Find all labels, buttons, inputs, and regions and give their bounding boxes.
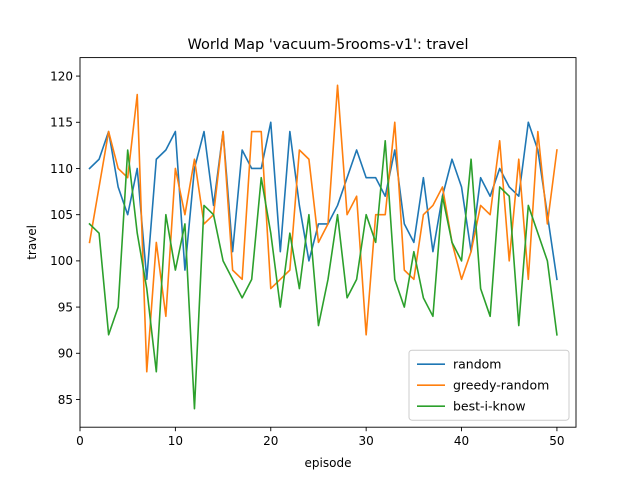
x-tick-label: 20: [263, 434, 278, 448]
x-tick-label: 50: [549, 434, 564, 448]
y-tick-label: 110: [50, 162, 73, 176]
x-tick-label: 0: [76, 434, 84, 448]
y-tick-label: 90: [58, 347, 73, 361]
x-tick-label: 30: [359, 434, 374, 448]
y-tick-label: 105: [50, 208, 73, 222]
y-tick-label: 120: [50, 69, 73, 83]
legend-label-random: random: [453, 357, 501, 372]
x-axis-ticks: 0 10 20 30 40 50: [76, 427, 565, 448]
x-tick-label: 10: [168, 434, 183, 448]
axes-frame: [79, 57, 577, 428]
series-line-random: [88, 121, 558, 281]
series-layer: [88, 84, 558, 410]
series-line-best-i-know: [88, 139, 558, 410]
legend: random greedy-random best-i-know: [408, 349, 570, 421]
chart-title: World Map 'vacuum-5rooms-v1': travel: [187, 37, 468, 53]
y-axis-ticks: 85 90 95 100 105 110 115 120: [50, 69, 80, 407]
y-axis-label: travel: [25, 225, 39, 260]
legend-box: [408, 349, 570, 421]
y-tick-label: 85: [58, 393, 73, 407]
x-tick-label: 40: [454, 434, 469, 448]
series-line-greedy-random: [88, 84, 558, 373]
y-tick-label: 100: [50, 254, 73, 268]
legend-label-greedy-random: greedy-random: [453, 378, 549, 393]
x-axis-label: episode: [305, 456, 352, 470]
y-tick-label: 95: [58, 300, 73, 314]
legend-label-best-i-know: best-i-know: [453, 399, 526, 414]
y-tick-label: 115: [50, 116, 73, 130]
